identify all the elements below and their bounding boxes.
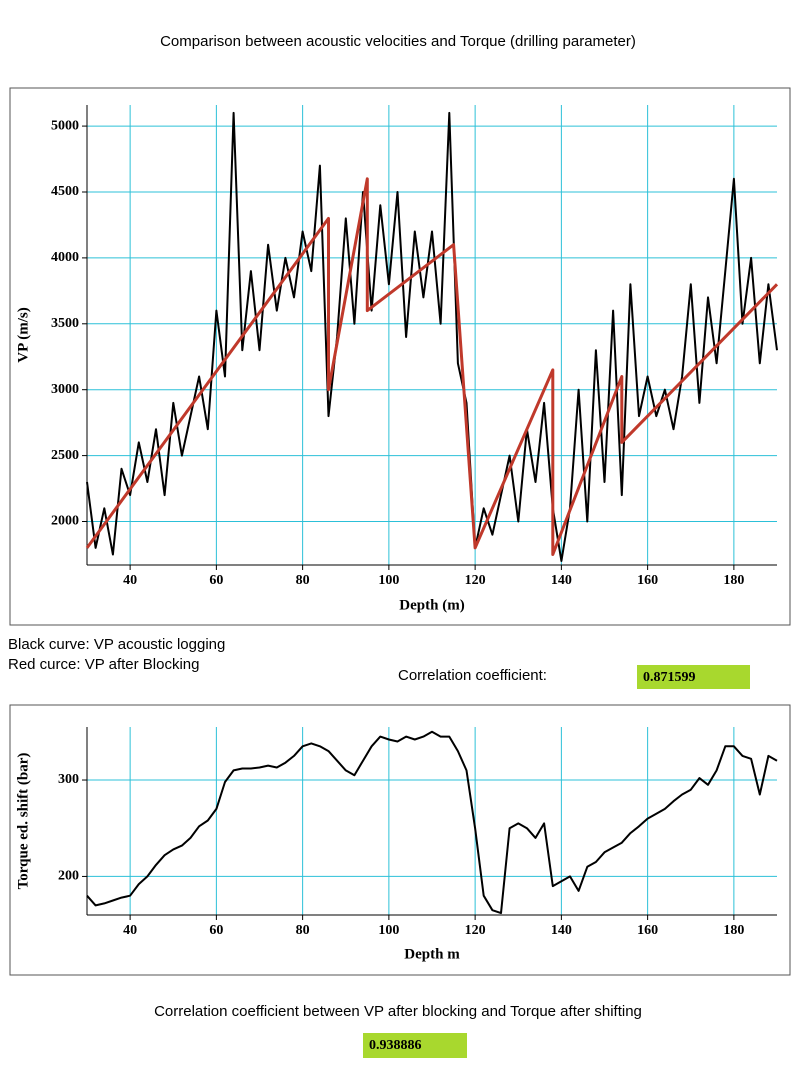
- x-tick-label: 160: [637, 573, 658, 588]
- x-tick-label: 80: [296, 923, 310, 938]
- corr2-label: Correlation coefficient between VP after…: [154, 1003, 642, 1020]
- y-tick-label: 300: [58, 772, 79, 787]
- y-axis-label: Torque ed. shift (bar): [15, 753, 31, 890]
- x-tick-label: 60: [209, 923, 223, 938]
- y-tick-label: 4000: [51, 250, 79, 265]
- corr-label: Correlation coefficient:: [398, 667, 547, 684]
- x-tick-label: 160: [637, 923, 658, 938]
- panel: [9, 704, 791, 976]
- x-tick-label: 180: [723, 923, 744, 938]
- data-line: [86, 111, 778, 562]
- x-tick-label: 40: [123, 923, 137, 938]
- y-tick-label: 3500: [51, 316, 79, 331]
- x-tick-label: 140: [551, 923, 572, 938]
- page-title: Comparison between acoustic velocities a…: [160, 33, 636, 50]
- corr-value: 0.871599: [643, 670, 696, 685]
- y-tick-label: 200: [58, 869, 79, 884]
- x-tick-label: 120: [465, 923, 486, 938]
- x-tick-label: 40: [123, 573, 137, 588]
- x-axis-label: Depth m: [404, 946, 460, 962]
- y-tick-label: 2000: [51, 514, 79, 529]
- x-tick-label: 100: [378, 923, 399, 938]
- y-axis-label: VP (m/s): [15, 307, 31, 362]
- x-tick-label: 80: [296, 573, 310, 588]
- y-tick-label: 5000: [51, 118, 79, 133]
- corr-box: [363, 1033, 467, 1058]
- data-line: [85, 177, 779, 556]
- x-tick-label: 60: [209, 573, 223, 588]
- y-tick-label: 3000: [51, 382, 79, 397]
- x-tick-label: 180: [723, 573, 744, 588]
- corr2-value: 0.938886: [369, 1038, 422, 1053]
- x-tick-label: 100: [378, 573, 399, 588]
- panel: [9, 87, 791, 626]
- note: Red curce: VP after Blocking: [8, 656, 199, 673]
- y-tick-label: 2500: [51, 448, 79, 463]
- note: Black curve: VP acoustic logging: [8, 636, 225, 653]
- x-tick-label: 140: [551, 573, 572, 588]
- x-tick-label: 120: [465, 573, 486, 588]
- x-axis-label: Depth (m): [399, 597, 464, 613]
- data-line: [86, 730, 778, 915]
- corr-box: [637, 665, 750, 689]
- y-tick-label: 4500: [51, 184, 79, 199]
